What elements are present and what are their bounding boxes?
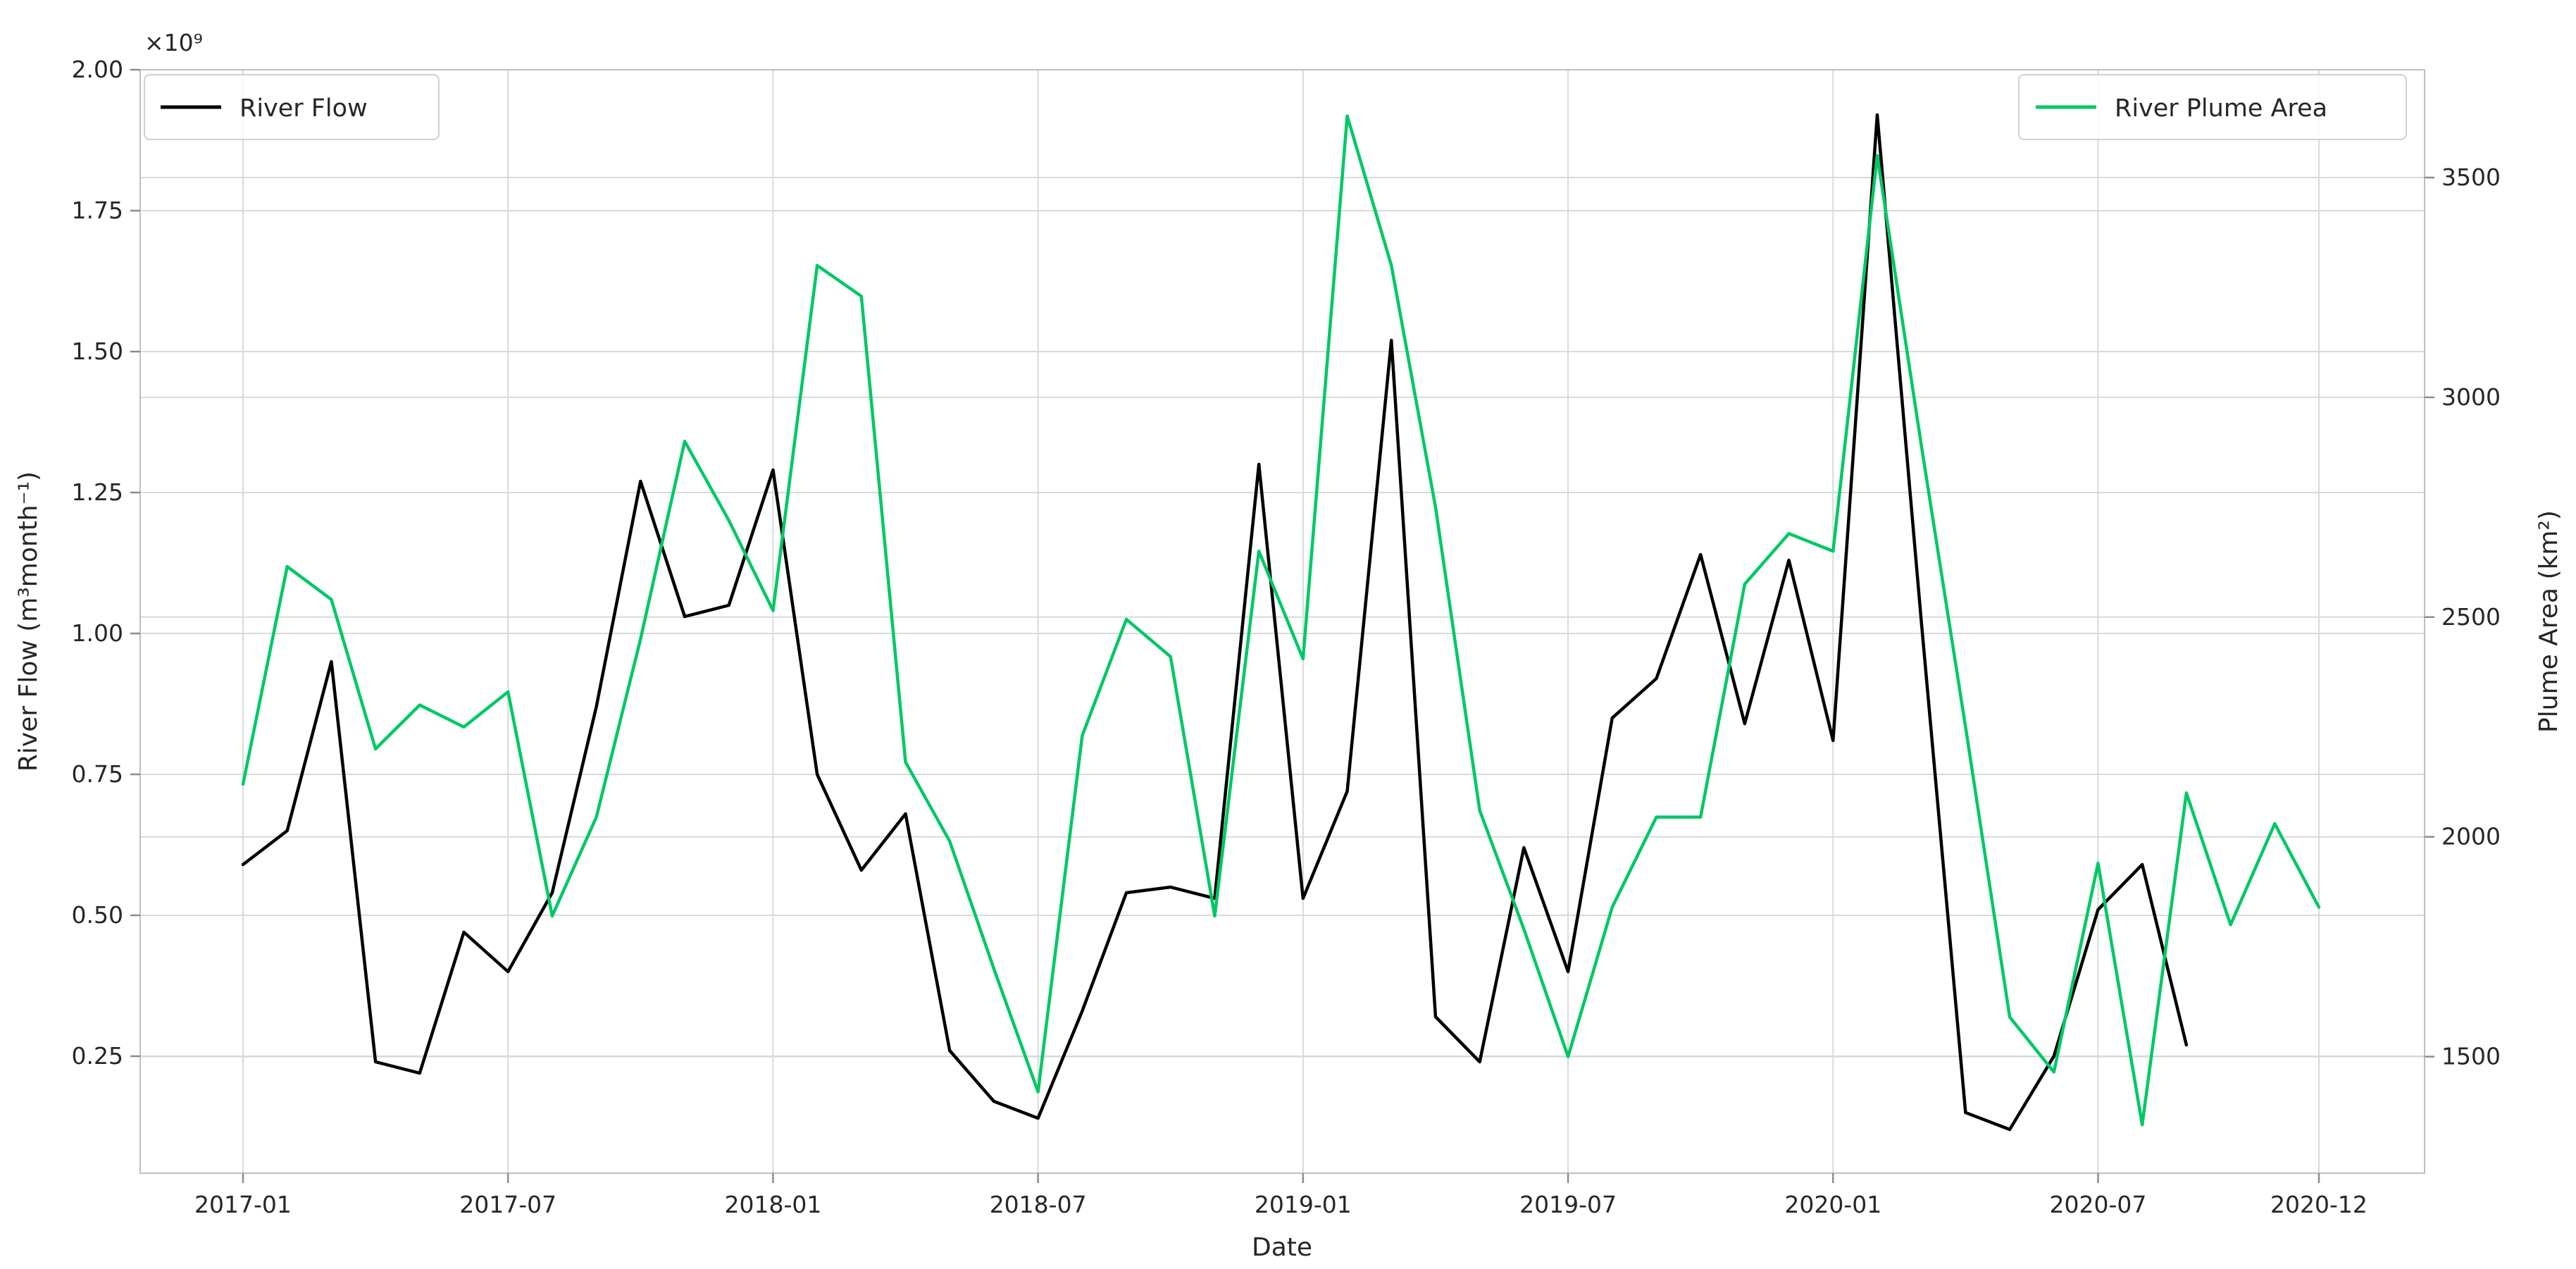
legend-river-flow: River Flow [144, 74, 440, 140]
plot-border [139, 69, 2425, 1174]
plume-area-line [241, 114, 2321, 1127]
y-tick-label-right: 3000 [2441, 383, 2501, 411]
legend-river-flow-box [144, 74, 440, 140]
river-flow-line [241, 113, 2189, 1132]
x-tick-label: 2018-07 [990, 1191, 1087, 1218]
x-axis-title: Date [1252, 1233, 1312, 1262]
y-tick-label-right: 3500 [2441, 163, 2501, 191]
data-series [241, 113, 2321, 1132]
x-tick-label: 2018-01 [724, 1191, 821, 1218]
y-tick-label-left: 0.25 [72, 1042, 123, 1070]
legend-plume-area-box [2018, 74, 2407, 140]
y-tick-label-right: 1500 [2441, 1043, 2501, 1070]
right-axis-title: Plume Area (km²) [2534, 510, 2563, 733]
grid-lines [140, 69, 2425, 1173]
left-axis-offset-label: ×10⁹ [144, 29, 203, 56]
y-tick-label-left: 1.50 [72, 338, 123, 365]
x-tick-label: 2019-01 [1255, 1191, 1352, 1218]
legend-river-flow-label: River Flow [239, 94, 368, 123]
right-axis-tick-labels: 3500 3000 2500 2000 1500 [2441, 163, 2501, 1070]
tick-marks [130, 68, 2434, 1183]
x-tick-label: 2020-07 [2050, 1191, 2147, 1218]
y-tick-label-left: 1.00 [72, 619, 123, 647]
y-tick-label-right: 2000 [2441, 823, 2501, 850]
legend-plume-area: River Plume Area [2018, 74, 2407, 140]
y-tick-label-right: 2500 [2441, 603, 2501, 631]
y-tick-label-left: 1.25 [72, 478, 123, 506]
x-axis-tick-labels: 2017-01 2017-07 2018-01 2018-07 2019-01 2019-… [194, 1191, 2367, 1218]
y-tick-label-left: 0.50 [72, 901, 123, 929]
x-tick-label: 2020-01 [1784, 1191, 1881, 1218]
legend-plume-area-label: River Plume Area [2115, 94, 2327, 123]
x-tick-label: 2017-01 [194, 1191, 292, 1218]
x-tick-label: 2017-07 [459, 1191, 556, 1218]
y-tick-label-left: 0.75 [72, 760, 123, 788]
y-tick-label-left: 2.00 [72, 56, 123, 83]
x-tick-label: 2020-12 [2270, 1191, 2367, 1218]
y-tick-label-left: 1.75 [72, 197, 123, 224]
x-tick-label: 2019-07 [1519, 1191, 1617, 1218]
left-axis-title: River Flow (m³month⁻¹) [14, 471, 43, 772]
left-axis-tick-labels: 2.00 1.75 1.50 1.25 1.00 0.75 0.50 0.25 [72, 56, 123, 1070]
